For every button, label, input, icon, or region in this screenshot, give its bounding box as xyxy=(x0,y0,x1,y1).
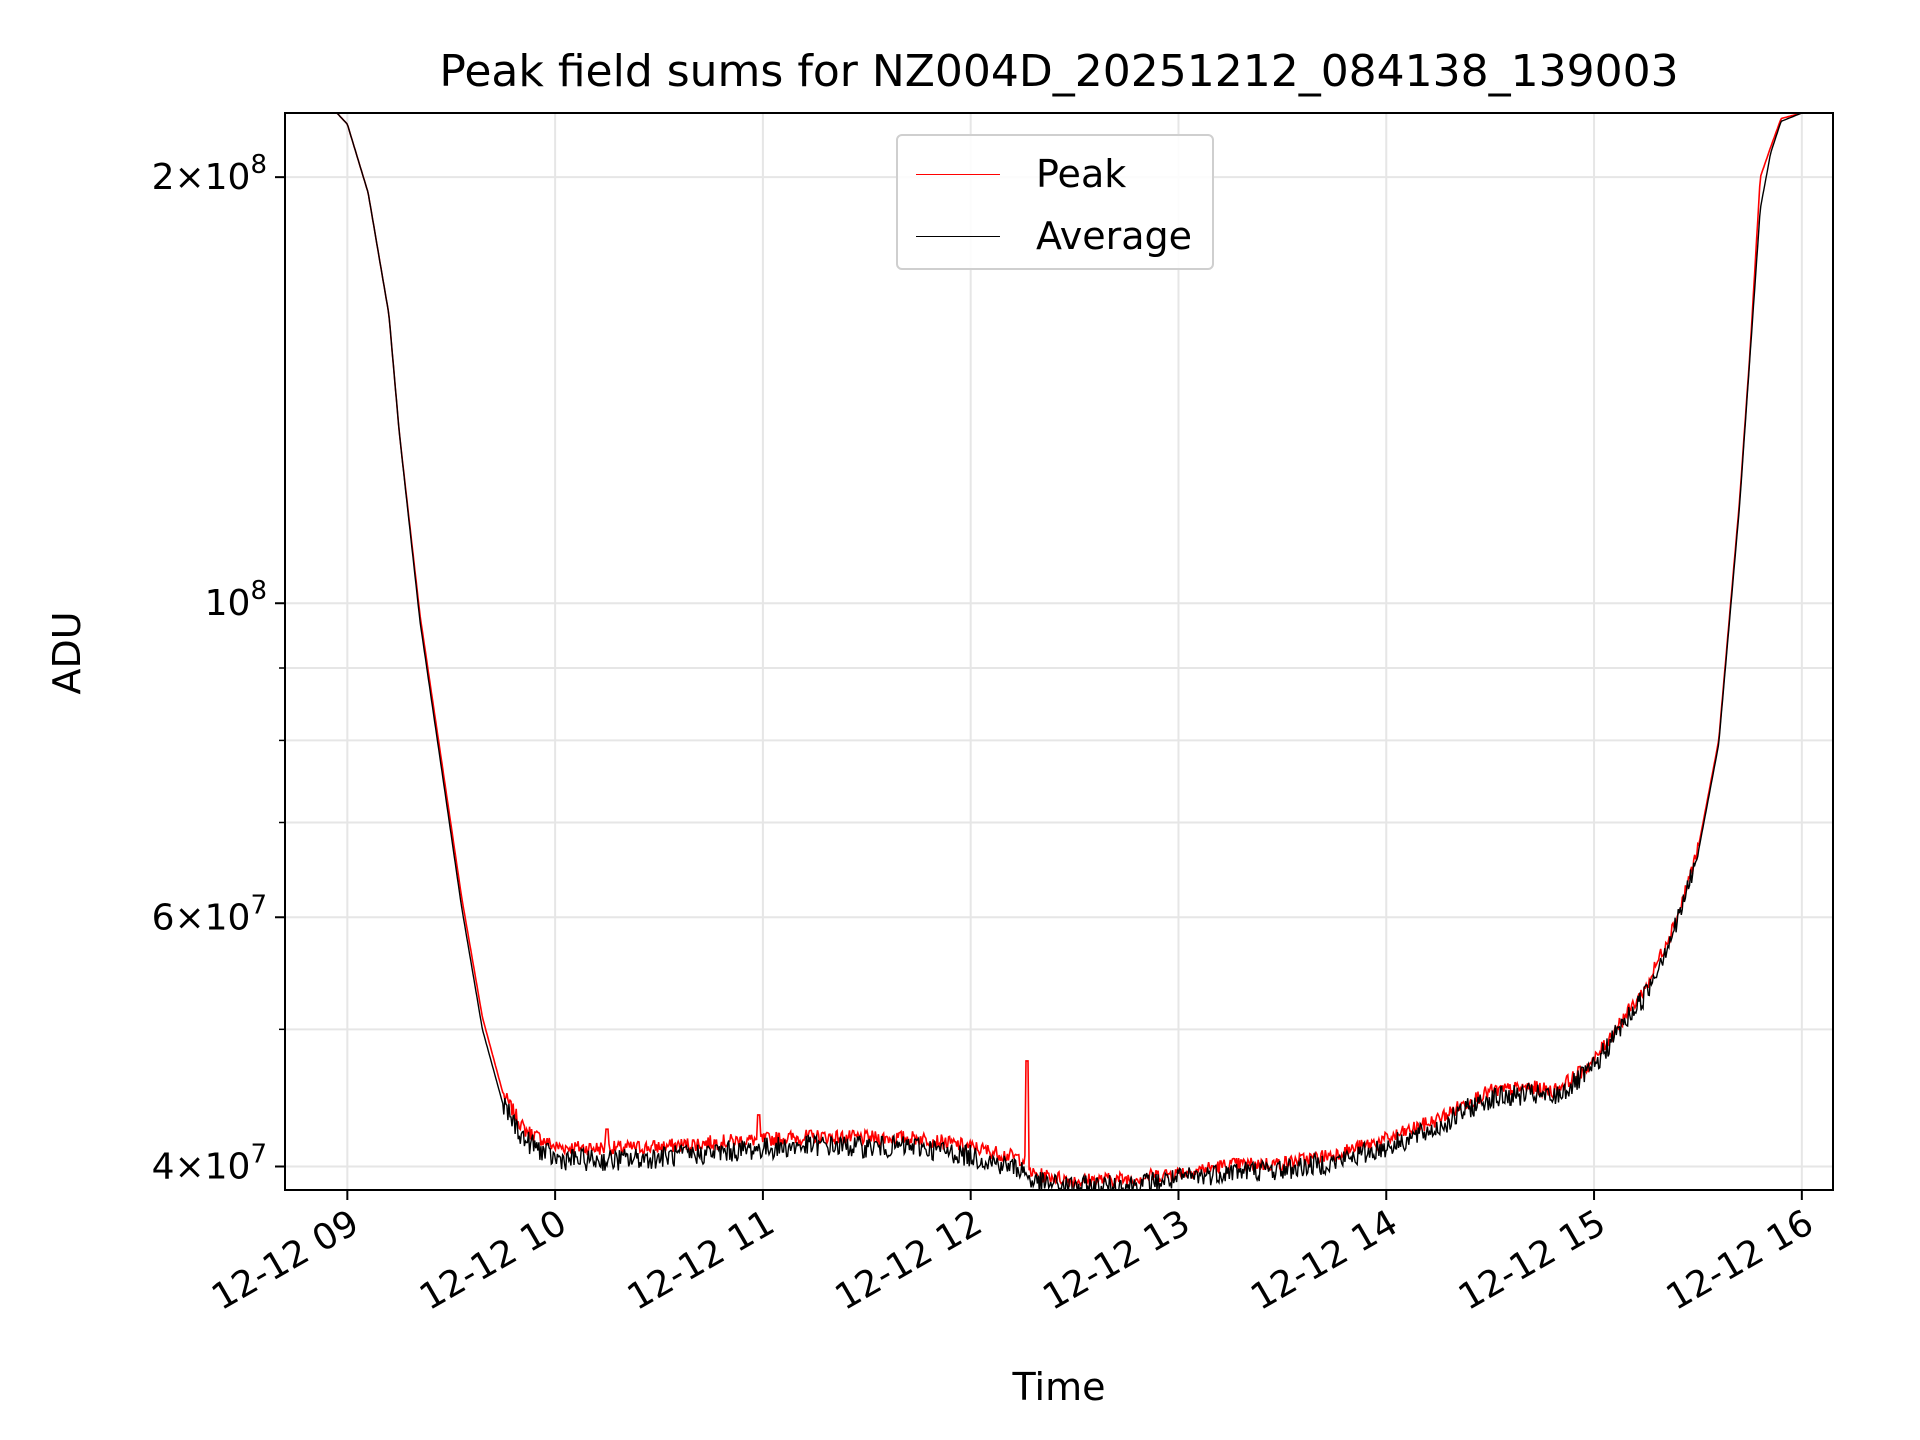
y-tick-label: 6×107 xyxy=(152,890,267,938)
series-line-average xyxy=(285,113,1833,1190)
y-axis: 4×107 6×107 108 2×108 xyxy=(152,150,285,1188)
y-axis-label: ADU xyxy=(45,611,89,694)
y-tick-label: 4×107 xyxy=(152,1140,267,1188)
y-tick-label: 2×108 xyxy=(152,150,267,198)
x-tick-label: 12-12 09 xyxy=(205,1202,366,1318)
x-tick-label: 12-12 11 xyxy=(621,1202,782,1318)
legend-label-peak: Peak xyxy=(1036,152,1127,196)
x-tick-label: 12-12 13 xyxy=(1036,1202,1197,1318)
legend-item-peak: Peak xyxy=(916,152,1127,196)
x-tick-label: 12-12 15 xyxy=(1452,1202,1613,1318)
legend-swatch-average xyxy=(916,235,1000,237)
legend-label-average: Average xyxy=(1036,214,1193,258)
grid-lines xyxy=(285,113,1833,1190)
axes-frame xyxy=(284,112,1834,1191)
x-axis-label: Time xyxy=(1012,1365,1106,1409)
x-tick-label: 12-12 16 xyxy=(1660,1202,1821,1318)
x-axis: 12-12 09 12-12 10 12-12 11 12-12 12 12-12 13… xyxy=(205,1190,1820,1319)
legend-item-average: Average xyxy=(916,214,1193,258)
chart-title: Peak field sums for NZ004D_20251212_0841… xyxy=(439,46,1678,97)
legend-swatch-peak xyxy=(916,173,1000,175)
series-layer xyxy=(285,113,1833,1190)
x-tick-label: 12-12 10 xyxy=(413,1202,574,1318)
legend: Peak Average xyxy=(896,134,1214,270)
series-line-peak xyxy=(285,113,1833,1189)
y-tick-label: 108 xyxy=(205,576,267,624)
x-tick-label: 12-12 12 xyxy=(829,1202,990,1318)
x-tick-label: 12-12 14 xyxy=(1244,1202,1405,1318)
